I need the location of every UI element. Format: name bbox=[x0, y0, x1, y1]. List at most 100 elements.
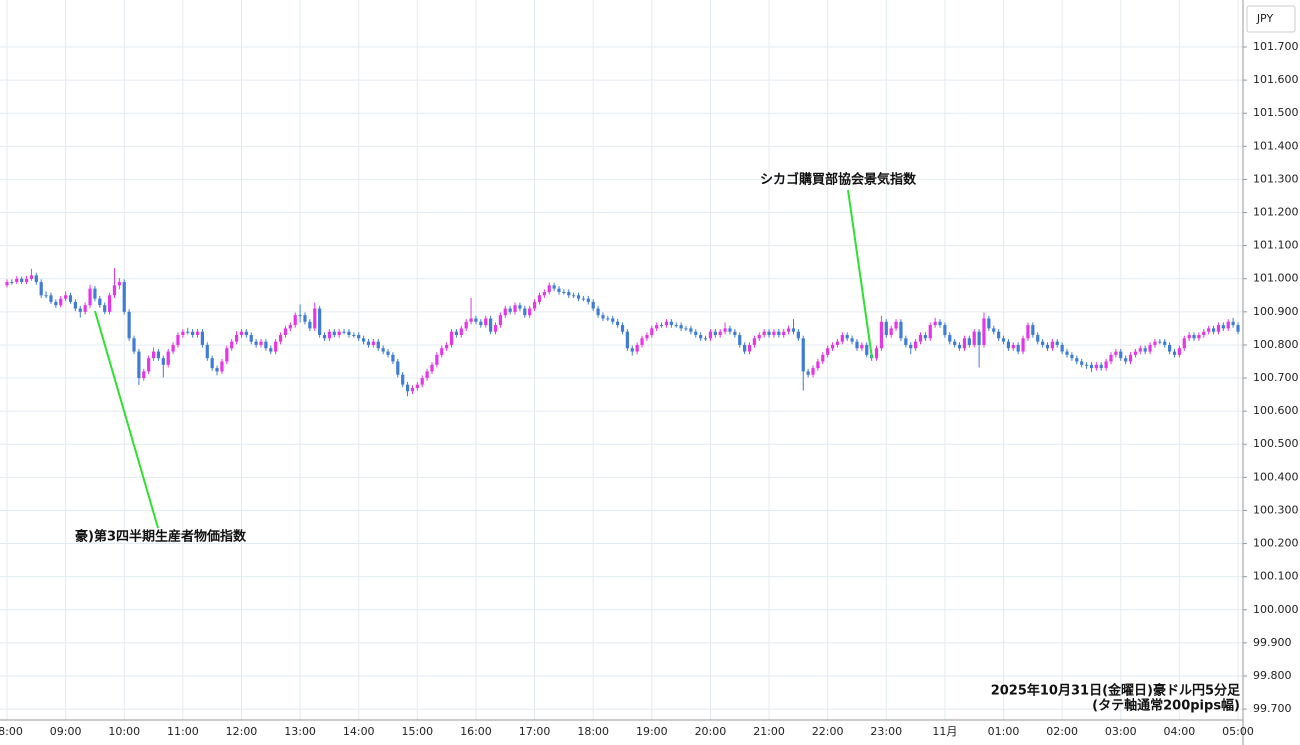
candle-body bbox=[469, 318, 473, 322]
x-tick-label: 21:00 bbox=[753, 725, 785, 738]
candle-body bbox=[674, 325, 678, 327]
candle-body bbox=[542, 291, 546, 296]
candle-body bbox=[210, 358, 214, 369]
candle-body bbox=[293, 315, 297, 326]
candle-body bbox=[1202, 331, 1206, 336]
candle-body bbox=[1084, 364, 1089, 366]
candle-body bbox=[523, 308, 527, 316]
candle-body bbox=[430, 364, 434, 372]
chart-title: 2025年10月31日(金曜日)豪ドル円5分足 bbox=[991, 683, 1241, 699]
candle-body bbox=[1036, 335, 1040, 342]
candle-body bbox=[156, 351, 161, 359]
candle-body bbox=[923, 335, 927, 339]
candle-body bbox=[1143, 348, 1147, 352]
candle-body bbox=[518, 305, 522, 309]
candle-body bbox=[933, 321, 937, 326]
candle-body bbox=[855, 341, 859, 349]
candle-body bbox=[625, 331, 629, 349]
candle-body bbox=[347, 331, 351, 336]
candle-body bbox=[234, 335, 239, 342]
y-tick-label: 100.800 bbox=[1253, 338, 1299, 351]
candle-body bbox=[78, 308, 82, 312]
candle-body bbox=[953, 341, 957, 345]
candle-body bbox=[498, 315, 502, 326]
candle-body bbox=[342, 331, 346, 333]
x-tick-label: 12:00 bbox=[226, 725, 258, 738]
candle-body bbox=[34, 275, 38, 283]
candle-body bbox=[405, 384, 410, 392]
candle-body bbox=[826, 348, 830, 355]
candle-body bbox=[572, 295, 576, 297]
candle-body bbox=[15, 278, 19, 283]
candle-body bbox=[723, 328, 727, 332]
candle-body bbox=[562, 291, 566, 293]
chart-subtitle: (タテ軸通常200pips幅) bbox=[1092, 698, 1240, 714]
y-tick-label: 100.500 bbox=[1253, 437, 1299, 450]
candle-body bbox=[1168, 344, 1172, 352]
candle-body bbox=[928, 325, 932, 339]
candle-body bbox=[1128, 354, 1133, 362]
y-tick-label: 99.700 bbox=[1253, 702, 1292, 715]
candle-body bbox=[449, 331, 454, 345]
candle-body bbox=[684, 328, 688, 330]
candle-body bbox=[484, 318, 488, 326]
candle-body bbox=[796, 331, 800, 339]
candle-body bbox=[1138, 348, 1142, 352]
y-tick-label: 101.400 bbox=[1253, 139, 1299, 152]
candle-body bbox=[454, 331, 459, 336]
candle-body bbox=[147, 358, 151, 372]
candle-body bbox=[948, 335, 952, 342]
candle-body bbox=[576, 295, 581, 299]
candle-body bbox=[616, 321, 620, 326]
candle-body bbox=[664, 321, 669, 326]
candle-body bbox=[1216, 325, 1221, 332]
candle-body bbox=[1153, 341, 1157, 345]
candle-body bbox=[361, 338, 366, 342]
candle-body bbox=[181, 331, 185, 336]
candle-body bbox=[747, 344, 752, 352]
candle-body bbox=[1075, 358, 1079, 362]
candle-body bbox=[1119, 351, 1123, 359]
candle-body bbox=[1163, 341, 1167, 345]
candle-body bbox=[269, 348, 273, 352]
x-tick-label: 01:00 bbox=[988, 725, 1020, 738]
candle-body bbox=[205, 344, 209, 359]
candle-body bbox=[415, 384, 419, 388]
candle-body bbox=[220, 361, 224, 372]
candle-body bbox=[200, 331, 204, 345]
candle-body bbox=[366, 341, 371, 345]
candle-body bbox=[1070, 354, 1074, 359]
y-tick-label: 101.700 bbox=[1253, 40, 1299, 53]
candle-body bbox=[1211, 328, 1216, 332]
candle-body bbox=[59, 298, 63, 306]
candle-body bbox=[1094, 364, 1098, 369]
candle-body bbox=[332, 331, 336, 336]
candle-body bbox=[1148, 344, 1152, 352]
candle-body bbox=[635, 344, 639, 352]
candle-body bbox=[420, 378, 424, 385]
candle-body bbox=[865, 344, 869, 355]
y-tick-label: 101.000 bbox=[1253, 272, 1299, 285]
y-axis-label-box bbox=[1246, 5, 1296, 33]
candle-body bbox=[254, 341, 258, 345]
candle-body bbox=[513, 305, 517, 312]
candle-body bbox=[694, 331, 698, 336]
annotation-line bbox=[847, 189, 873, 359]
candle-body bbox=[49, 295, 53, 302]
x-tick-label: 23:00 bbox=[870, 725, 902, 738]
candle-body bbox=[679, 325, 683, 329]
candle-body bbox=[586, 298, 590, 302]
candle-body bbox=[327, 331, 332, 339]
y-tick-label: 100.400 bbox=[1253, 470, 1299, 483]
candle-body bbox=[659, 325, 664, 327]
candle-body bbox=[757, 335, 761, 339]
candle-body bbox=[957, 344, 962, 349]
candle-body bbox=[29, 275, 34, 279]
candle-body bbox=[151, 351, 156, 359]
candle-body bbox=[264, 341, 268, 349]
x-tick-label: 18:00 bbox=[577, 725, 609, 738]
x-tick-label: 17:00 bbox=[519, 725, 551, 738]
candle-body bbox=[230, 341, 234, 349]
candle-body bbox=[73, 301, 77, 309]
candle-body bbox=[386, 351, 390, 355]
